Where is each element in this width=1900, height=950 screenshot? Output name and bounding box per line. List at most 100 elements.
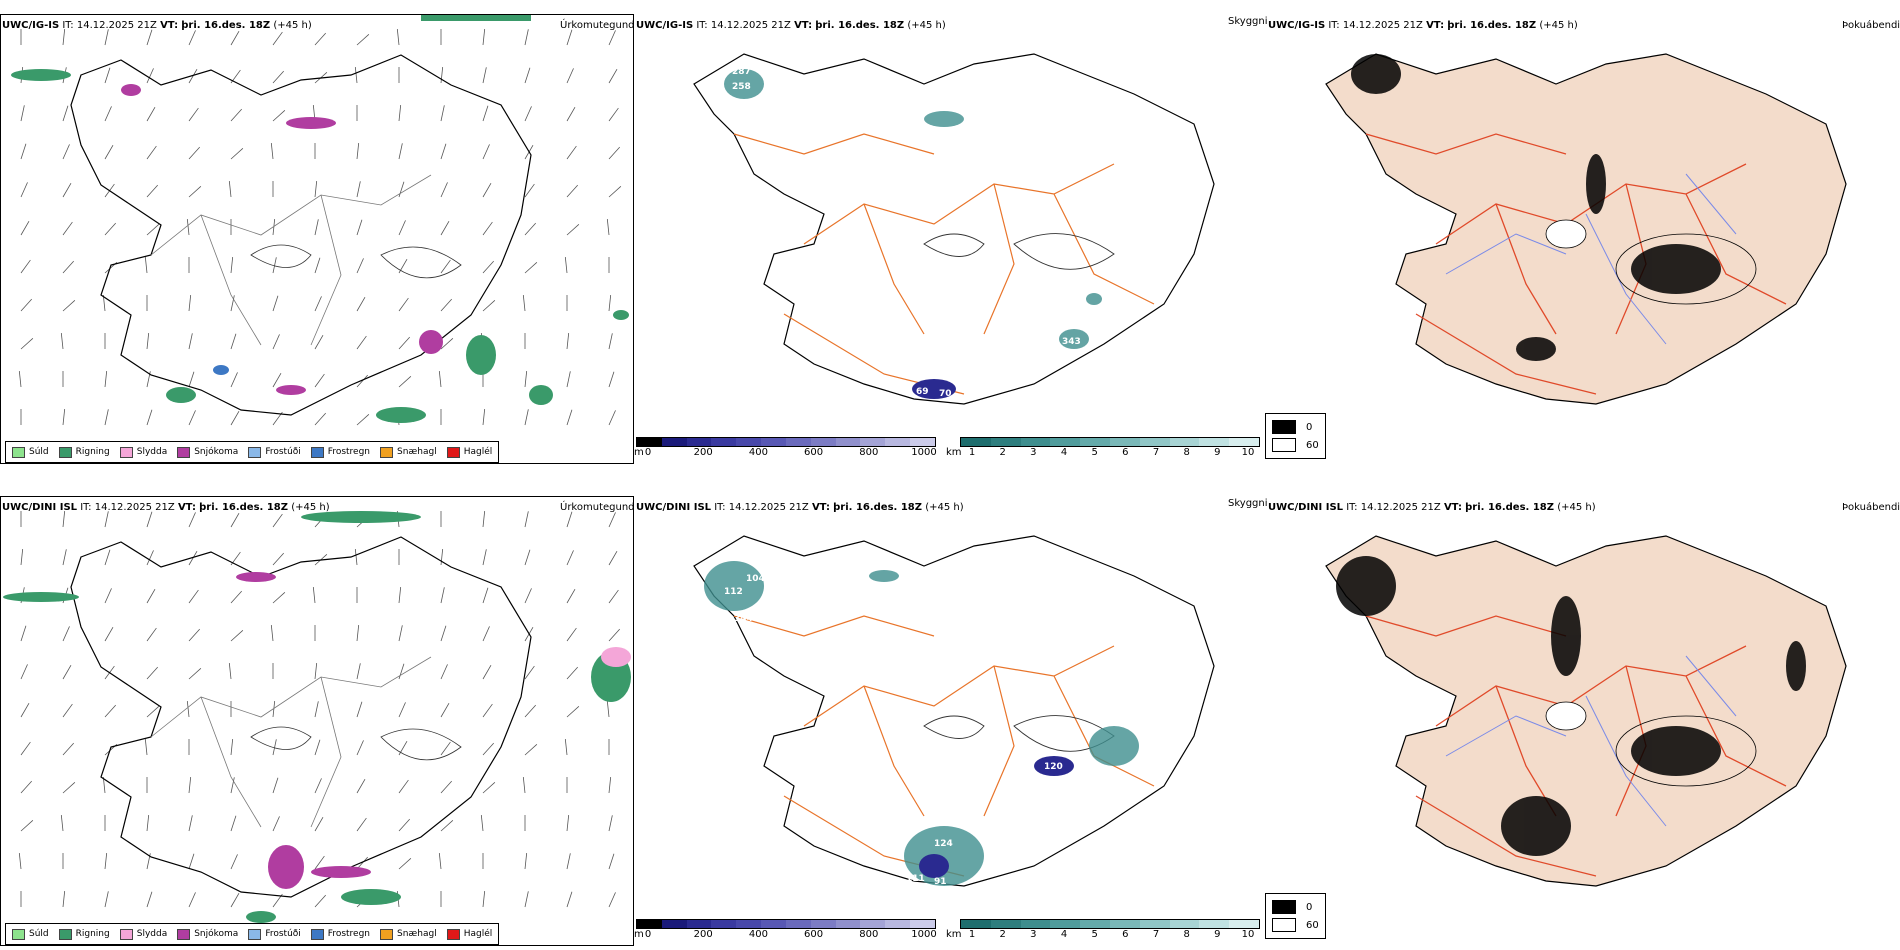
wind-barb: [314, 778, 322, 794]
wind-barb: [228, 181, 232, 198]
wind-barb: [20, 549, 24, 566]
wind-barb: [356, 701, 363, 718]
colorbar-segment: [785, 920, 811, 928]
wind-barb: [104, 371, 108, 388]
wind-barb: [104, 144, 114, 160]
visibility-panel-bottom: 104 112 344 128 124 120 111 91: [634, 496, 1266, 916]
wind-barb: [230, 777, 235, 794]
colorbar-tick: 6: [1122, 929, 1129, 940]
wind-barb: [608, 410, 616, 426]
colorbar-tick: 2: [999, 447, 1006, 458]
wind-barb: [62, 221, 73, 236]
colorbar-segment: [1050, 438, 1081, 446]
wind-barb: [440, 587, 445, 604]
wind-barb: [566, 666, 579, 680]
wind-barb: [608, 30, 616, 46]
visibility-map-bottom: 104 112 344 128 124 120 111 91: [693, 535, 1215, 887]
wind-barb: [566, 891, 573, 908]
wind-barb: [230, 333, 237, 350]
colorbar-segment: [1229, 920, 1259, 928]
wind-barb: [146, 29, 153, 46]
colorbar-tick: 9: [1214, 447, 1221, 458]
colorbar-segment: [835, 438, 861, 446]
wind-barb: [230, 410, 240, 426]
wind-barb: [104, 626, 114, 642]
colorbar-tick: 1: [968, 929, 976, 940]
wind-barb: [356, 817, 367, 832]
colorbar-segment: [810, 438, 836, 446]
wind-barb: [398, 663, 405, 680]
drizzle-swatch: [12, 928, 25, 940]
vis-label: 128: [934, 819, 953, 829]
wind-barb: [188, 410, 196, 426]
drizzle-swatch: [12, 446, 25, 458]
wind-barb: [356, 296, 366, 312]
vis-label: 344: [734, 614, 753, 624]
wind-barb: [62, 105, 69, 122]
wind-barb: [188, 815, 193, 832]
wind-barb: [356, 740, 364, 756]
colorbar-segment: [1109, 920, 1140, 928]
wind-barb: [398, 740, 408, 756]
precip-type-panel-top: Súld Rigning Slydda Snjókoma Frostúði Fr…: [0, 14, 634, 464]
wind-barb: [272, 219, 276, 236]
precip-type-label-bottom: Úrkomutegund: [560, 502, 635, 513]
wind-barb: [230, 147, 244, 160]
wind-barb: [480, 815, 484, 832]
wind-barb: [440, 702, 450, 718]
colorbar-tick: 200: [693, 447, 713, 458]
wind-barb: [440, 143, 447, 160]
fog-legend-top: 0 60: [1265, 413, 1326, 459]
wind-barb: [566, 511, 573, 528]
wind-barb: [62, 260, 75, 274]
colorbar-segment: [1050, 920, 1081, 928]
wind-barb: [62, 409, 66, 426]
wind-barb: [354, 67, 358, 84]
wind-barb: [608, 107, 619, 122]
colorbar-segment: [637, 920, 662, 928]
precip-legend-bottom: Súld Rigning Slydda Snjókoma Frostúði Fr…: [5, 923, 500, 945]
title-row2-left: UWC/DINI ISL IT: 14.12.2025 21Z VT: þri.…: [2, 502, 330, 513]
wind-barb: [20, 780, 33, 794]
wind-barb: [566, 705, 580, 718]
colorbar-tick: 800: [859, 447, 879, 458]
snow-swatch: [177, 446, 191, 458]
vis-label: 91: [934, 877, 947, 887]
wind-barb: [230, 629, 244, 642]
wind-barb: [188, 371, 195, 388]
wind-barb: [272, 257, 277, 274]
wind-barb: [146, 550, 154, 566]
wind-barb: [20, 259, 31, 274]
wind-barb: [188, 777, 192, 794]
title-row1-left: UWC/IG-IS IT: 14.12.2025 21Z VT: þri. 16…: [2, 20, 312, 31]
wind-barb: [104, 222, 117, 236]
wind-barb: [60, 815, 64, 832]
wind-barb: [524, 106, 532, 122]
wind-barb: [18, 371, 22, 388]
wind-barb: [272, 513, 283, 528]
wind-barb: [144, 739, 148, 756]
vis-label: 111: [906, 874, 925, 884]
wind-barb: [188, 628, 201, 642]
wind-barb: [188, 68, 198, 84]
wind-barb: [440, 664, 448, 680]
colorbar-segment: [835, 920, 861, 928]
wind-barb: [608, 589, 619, 604]
title-row2-right: UWC/DINI ISL IT: 14.12.2025 21Z VT: þri.…: [1268, 502, 1596, 513]
wind-barb: [314, 739, 321, 756]
vis-label: 258: [732, 82, 751, 92]
colorbar-segment: [661, 438, 687, 446]
colorbar-segment: [736, 438, 762, 446]
vis-label: 120: [1044, 762, 1063, 772]
wind-barb: [146, 705, 160, 718]
fog-map-bottom: [1325, 535, 1847, 887]
vis-km-ticks-bottom: 1 2 3 4 5 6 7 8 9 10: [960, 929, 1260, 941]
wind-barb: [522, 777, 526, 794]
wind-barb: [566, 223, 580, 236]
wind-barb: [20, 220, 30, 236]
wind-barb: [524, 222, 537, 236]
wind-barb: [482, 891, 486, 908]
wind-barb: [356, 625, 360, 642]
wind-barb: [104, 106, 112, 122]
fog-legend-bottom: 0 60: [1265, 893, 1326, 939]
